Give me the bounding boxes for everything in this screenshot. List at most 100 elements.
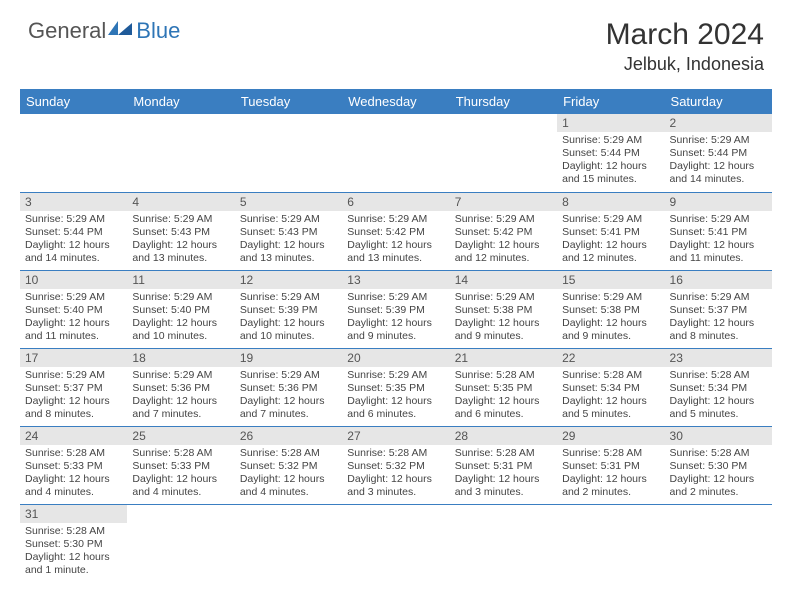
- sunset-text: Sunset: 5:34 PM: [562, 382, 659, 395]
- sunset-text: Sunset: 5:44 PM: [25, 226, 122, 239]
- day-number: 8: [557, 193, 664, 211]
- sunset-text: Sunset: 5:39 PM: [347, 304, 444, 317]
- day-number: 17: [20, 349, 127, 367]
- calendar-table: SundayMondayTuesdayWednesdayThursdayFrid…: [20, 89, 772, 582]
- sunrise-text: Sunrise: 5:28 AM: [240, 447, 337, 460]
- daylight-text: Daylight: 12 hours and 13 minutes.: [240, 239, 337, 265]
- sunset-text: Sunset: 5:40 PM: [25, 304, 122, 317]
- day-details: Sunrise: 5:29 AMSunset: 5:38 PMDaylight:…: [450, 289, 557, 348]
- day-cell: 29Sunrise: 5:28 AMSunset: 5:31 PMDayligh…: [557, 426, 664, 504]
- calendar-row: 1Sunrise: 5:29 AMSunset: 5:44 PMDaylight…: [20, 114, 772, 192]
- empty-cell: [20, 114, 127, 192]
- calendar-row: 17Sunrise: 5:29 AMSunset: 5:37 PMDayligh…: [20, 348, 772, 426]
- sunset-text: Sunset: 5:37 PM: [670, 304, 767, 317]
- sunrise-text: Sunrise: 5:29 AM: [562, 291, 659, 304]
- logo-text-general: General: [28, 18, 106, 44]
- sunrise-text: Sunrise: 5:28 AM: [347, 447, 444, 460]
- day-number: 27: [342, 427, 449, 445]
- day-number: 30: [665, 427, 772, 445]
- sunset-text: Sunset: 5:41 PM: [562, 226, 659, 239]
- sunset-text: Sunset: 5:43 PM: [240, 226, 337, 239]
- day-of-week-row: SundayMondayTuesdayWednesdayThursdayFrid…: [20, 89, 772, 114]
- logo-text-blue: Blue: [136, 18, 180, 44]
- day-number: 9: [665, 193, 772, 211]
- day-number: 18: [127, 349, 234, 367]
- day-cell: 24Sunrise: 5:28 AMSunset: 5:33 PMDayligh…: [20, 426, 127, 504]
- sunrise-text: Sunrise: 5:29 AM: [25, 369, 122, 382]
- daylight-text: Daylight: 12 hours and 3 minutes.: [455, 473, 552, 499]
- daylight-text: Daylight: 12 hours and 2 minutes.: [562, 473, 659, 499]
- daylight-text: Daylight: 12 hours and 13 minutes.: [132, 239, 229, 265]
- sunrise-text: Sunrise: 5:29 AM: [132, 369, 229, 382]
- daylight-text: Daylight: 12 hours and 14 minutes.: [670, 160, 767, 186]
- location: Jelbuk, Indonesia: [606, 54, 764, 75]
- sunrise-text: Sunrise: 5:29 AM: [347, 291, 444, 304]
- day-cell: 31Sunrise: 5:28 AMSunset: 5:30 PMDayligh…: [20, 504, 127, 582]
- sunrise-text: Sunrise: 5:29 AM: [132, 291, 229, 304]
- sunrise-text: Sunrise: 5:28 AM: [132, 447, 229, 460]
- day-details: Sunrise: 5:29 AMSunset: 5:41 PMDaylight:…: [557, 211, 664, 270]
- day-cell: 11Sunrise: 5:29 AMSunset: 5:40 PMDayligh…: [127, 270, 234, 348]
- day-details: Sunrise: 5:29 AMSunset: 5:37 PMDaylight:…: [665, 289, 772, 348]
- sunset-text: Sunset: 5:33 PM: [132, 460, 229, 473]
- day-number: 11: [127, 271, 234, 289]
- sunset-text: Sunset: 5:31 PM: [455, 460, 552, 473]
- sunrise-text: Sunrise: 5:29 AM: [25, 291, 122, 304]
- day-cell: 28Sunrise: 5:28 AMSunset: 5:31 PMDayligh…: [450, 426, 557, 504]
- sunrise-text: Sunrise: 5:29 AM: [670, 134, 767, 147]
- day-cell: 19Sunrise: 5:29 AMSunset: 5:36 PMDayligh…: [235, 348, 342, 426]
- day-number: 26: [235, 427, 342, 445]
- day-cell: 8Sunrise: 5:29 AMSunset: 5:41 PMDaylight…: [557, 192, 664, 270]
- empty-cell: [342, 504, 449, 582]
- sunrise-text: Sunrise: 5:29 AM: [455, 291, 552, 304]
- daylight-text: Daylight: 12 hours and 5 minutes.: [562, 395, 659, 421]
- sunrise-text: Sunrise: 5:28 AM: [25, 447, 122, 460]
- sunrise-text: Sunrise: 5:28 AM: [25, 525, 122, 538]
- day-cell: 22Sunrise: 5:28 AMSunset: 5:34 PMDayligh…: [557, 348, 664, 426]
- flag-icon: [108, 19, 134, 44]
- sunset-text: Sunset: 5:43 PM: [132, 226, 229, 239]
- empty-cell: [342, 114, 449, 192]
- sunset-text: Sunset: 5:44 PM: [562, 147, 659, 160]
- sunset-text: Sunset: 5:33 PM: [25, 460, 122, 473]
- day-header: Wednesday: [342, 89, 449, 114]
- daylight-text: Daylight: 12 hours and 7 minutes.: [132, 395, 229, 421]
- sunset-text: Sunset: 5:36 PM: [132, 382, 229, 395]
- day-cell: 14Sunrise: 5:29 AMSunset: 5:38 PMDayligh…: [450, 270, 557, 348]
- sunset-text: Sunset: 5:36 PM: [240, 382, 337, 395]
- day-cell: 21Sunrise: 5:28 AMSunset: 5:35 PMDayligh…: [450, 348, 557, 426]
- daylight-text: Daylight: 12 hours and 14 minutes.: [25, 239, 122, 265]
- day-number: 6: [342, 193, 449, 211]
- sunset-text: Sunset: 5:38 PM: [455, 304, 552, 317]
- day-header: Thursday: [450, 89, 557, 114]
- sunrise-text: Sunrise: 5:29 AM: [455, 213, 552, 226]
- sunset-text: Sunset: 5:32 PM: [240, 460, 337, 473]
- calendar-row: 10Sunrise: 5:29 AMSunset: 5:40 PMDayligh…: [20, 270, 772, 348]
- day-cell: 27 Sunrise: 5:28 AMSunset: 5:32 PMDayligh…: [342, 426, 449, 504]
- day-details: Sunrise: 5:29 AMSunset: 5:41 PMDaylight:…: [665, 211, 772, 270]
- day-details: Sunrise: 5:29 AMSunset: 5:44 PMDaylight:…: [557, 132, 664, 191]
- daylight-text: Daylight: 12 hours and 4 minutes.: [25, 473, 122, 499]
- daylight-text: Daylight: 12 hours and 1 minute.: [25, 551, 122, 577]
- daylight-text: Daylight: 12 hours and 3 minutes.: [347, 473, 444, 499]
- sunset-text: Sunset: 5:40 PM: [132, 304, 229, 317]
- day-number: 23: [665, 349, 772, 367]
- sunset-text: Sunset: 5:44 PM: [670, 147, 767, 160]
- day-header: Friday: [557, 89, 664, 114]
- sunrise-text: Sunrise: 5:29 AM: [562, 213, 659, 226]
- day-cell: 17Sunrise: 5:29 AMSunset: 5:37 PMDayligh…: [20, 348, 127, 426]
- sunrise-text: Sunrise: 5:28 AM: [562, 447, 659, 460]
- daylight-text: Daylight: 12 hours and 9 minutes.: [347, 317, 444, 343]
- sunset-text: Sunset: 5:32 PM: [347, 460, 444, 473]
- sunset-text: Sunset: 5:37 PM: [25, 382, 122, 395]
- day-cell: 5Sunrise: 5:29 AMSunset: 5:43 PMDaylight…: [235, 192, 342, 270]
- day-details: Sunrise: 5:28 AMSunset: 5:33 PMDaylight:…: [20, 445, 127, 504]
- day-cell: 30Sunrise: 5:28 AMSunset: 5:30 PMDayligh…: [665, 426, 772, 504]
- daylight-text: Daylight: 12 hours and 12 minutes.: [455, 239, 552, 265]
- day-details: Sunrise: 5:29 AMSunset: 5:42 PMDaylight:…: [342, 211, 449, 270]
- sunrise-text: Sunrise: 5:29 AM: [347, 213, 444, 226]
- day-cell: 13Sunrise: 5:29 AMSunset: 5:39 PMDayligh…: [342, 270, 449, 348]
- day-header: Tuesday: [235, 89, 342, 114]
- day-cell: 7Sunrise: 5:29 AMSunset: 5:42 PMDaylight…: [450, 192, 557, 270]
- sunrise-text: Sunrise: 5:28 AM: [670, 447, 767, 460]
